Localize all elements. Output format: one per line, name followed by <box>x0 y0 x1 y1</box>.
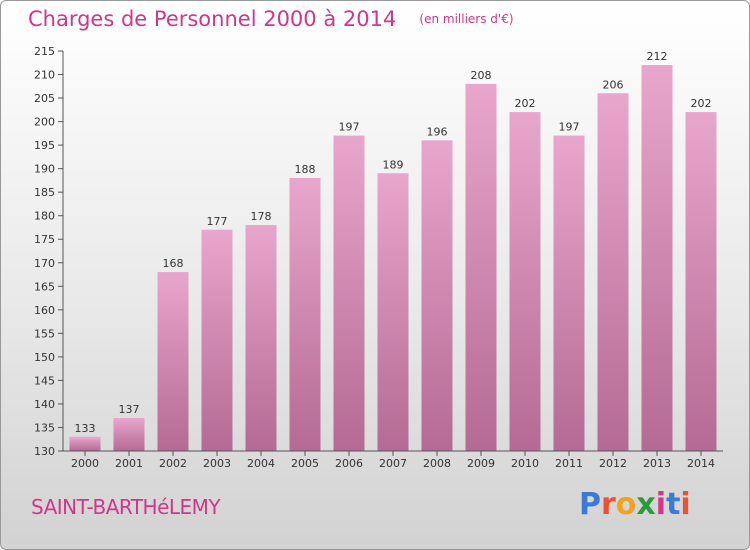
x-tick-label: 2008 <box>423 457 451 470</box>
bar <box>509 112 541 452</box>
x-tick-label: 2012 <box>599 457 627 470</box>
logo-letter: P <box>579 487 601 522</box>
chart-unit-note: (en milliers d'€) <box>419 12 514 26</box>
bar-top <box>465 83 497 86</box>
bar <box>113 418 145 451</box>
y-tick-label: 160 <box>34 304 55 317</box>
bar-value-label: 168 <box>163 257 184 270</box>
y-tick-label: 195 <box>34 139 55 152</box>
logo-letter: x <box>636 487 656 522</box>
bar-value-label: 197 <box>339 121 360 134</box>
y-tick-label: 150 <box>34 351 55 364</box>
bar-top <box>421 140 453 143</box>
bar <box>421 140 453 452</box>
logo-letter: r <box>601 487 616 522</box>
bars-group: 133 137 168 177 178 188 197 189 196 208 202 197 206 2… <box>69 50 717 452</box>
x-tick-label: 2001 <box>115 457 143 470</box>
proxiti-logo: Proxiti <box>579 487 691 522</box>
bar-top <box>509 112 541 115</box>
y-tick-label: 170 <box>34 257 55 270</box>
bar <box>201 229 233 451</box>
bar-top <box>69 436 101 439</box>
y-tick-label: 155 <box>34 327 55 340</box>
bar-value-label: 197 <box>559 121 580 134</box>
bar <box>245 225 277 451</box>
x-tick-label: 2005 <box>291 457 319 470</box>
x-tick-label: 2009 <box>467 457 495 470</box>
bar-top <box>597 93 629 96</box>
chart-title-block: Charges de Personnel 2000 à 2014 (en mil… <box>28 7 514 31</box>
logo-letter: t <box>666 487 681 522</box>
bar-value-label: 189 <box>383 158 404 171</box>
y-tick-label: 175 <box>34 233 55 246</box>
bar-value-label: 212 <box>647 50 668 63</box>
y-tick-label: 180 <box>34 210 55 223</box>
bar-top <box>333 135 365 138</box>
x-tick-label: 2013 <box>643 457 671 470</box>
bar-value-label: 133 <box>75 422 96 435</box>
x-tick-label: 2014 <box>687 457 715 470</box>
bar-top <box>157 272 189 275</box>
chart-title: Charges de Personnel 2000 à 2014 <box>28 7 397 31</box>
bar <box>333 135 365 452</box>
y-tick-label: 165 <box>34 280 55 293</box>
bar-top <box>553 135 585 138</box>
bar-value-label: 208 <box>471 69 492 82</box>
x-tick-label: 2007 <box>379 457 407 470</box>
bar <box>377 173 409 451</box>
bar-top <box>377 173 409 176</box>
y-tick-label: 205 <box>34 92 55 105</box>
x-tick-label: 2003 <box>203 457 231 470</box>
bar <box>685 112 717 452</box>
logo-letter: i <box>655 487 667 522</box>
x-axis: 2000 2001 2002 2003 2004 2005 2006 2007 2008 2009… <box>63 450 723 470</box>
logo-letter: o <box>615 487 637 522</box>
logo-letter: i <box>680 487 691 522</box>
bar-top <box>641 65 673 68</box>
y-tick-label: 135 <box>34 421 55 434</box>
bar-value-label: 177 <box>207 215 228 228</box>
bar-value-label: 206 <box>603 78 624 91</box>
y-tick-label: 190 <box>34 163 55 176</box>
y-tick-label: 200 <box>34 116 55 129</box>
bar-top <box>685 112 717 115</box>
y-tick-label: 210 <box>34 69 55 82</box>
y-tick-label: 185 <box>34 186 55 199</box>
bar-value-label: 196 <box>427 125 448 138</box>
y-tick-label: 145 <box>34 374 55 387</box>
x-tick-label: 2000 <box>71 457 99 470</box>
y-tick-label: 215 <box>34 45 55 58</box>
bar-value-label: 137 <box>119 403 140 416</box>
bar-value-label: 202 <box>515 97 536 110</box>
bar-top <box>245 225 277 228</box>
bar <box>641 65 673 451</box>
bar-top <box>289 178 321 181</box>
x-tick-label: 2010 <box>511 457 539 470</box>
x-tick-label: 2002 <box>159 457 187 470</box>
y-tick-label: 140 <box>34 398 55 411</box>
bar-top <box>113 418 145 421</box>
bar-value-label: 202 <box>691 97 712 110</box>
y-tick-label: 130 <box>34 445 55 458</box>
x-tick-label: 2004 <box>247 457 275 470</box>
bar-value-label: 188 <box>295 163 316 176</box>
bar <box>553 135 585 452</box>
bar-top <box>201 229 233 232</box>
x-tick-label: 2011 <box>555 457 583 470</box>
x-tick-label: 2006 <box>335 457 363 470</box>
bar <box>289 178 321 451</box>
y-axis: 130 135 140 145 150 155 160 165 170 175 180 185 190 1… <box>34 45 64 458</box>
bar-value-label: 178 <box>251 210 272 223</box>
commune-name: SAINT-BARTHéLEMY <box>31 495 221 519</box>
bar <box>157 272 189 451</box>
bar <box>465 83 497 452</box>
bar <box>597 93 629 452</box>
bar <box>69 436 101 451</box>
